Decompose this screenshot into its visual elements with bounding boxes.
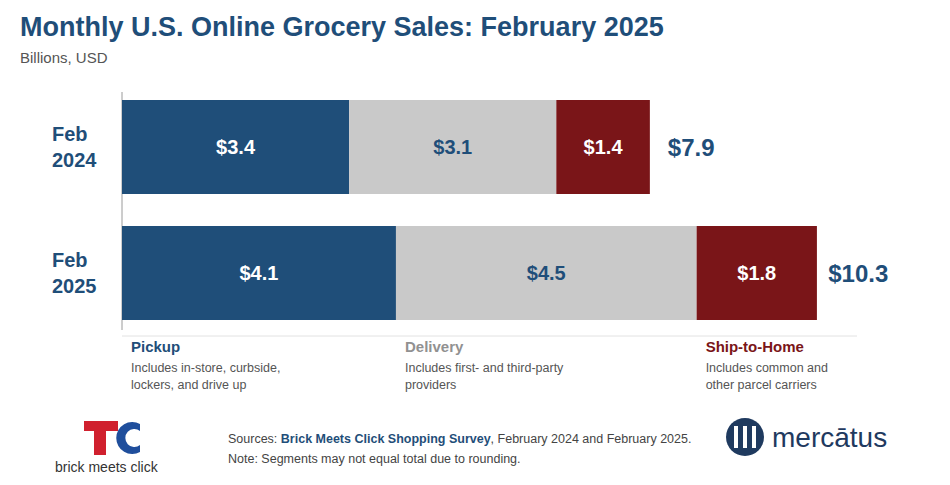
data-label: $3.4 bbox=[216, 136, 256, 158]
total-label: $7.9 bbox=[668, 134, 715, 161]
data-label: $1.4 bbox=[584, 136, 624, 158]
source-part: Sources: bbox=[228, 432, 281, 446]
source-part: Brick Meets Click Shopping Survey bbox=[281, 432, 491, 446]
logo-text: brick meets click bbox=[55, 459, 159, 475]
legend-description-line: Includes first- and third-party bbox=[405, 361, 564, 375]
category-label-line: Feb bbox=[52, 249, 88, 271]
logo-shape bbox=[734, 426, 738, 448]
total-label: $10.3 bbox=[828, 260, 888, 287]
legend-entry: Pickup bbox=[131, 338, 180, 355]
bar-segment bbox=[556, 100, 650, 194]
logo-shape bbox=[84, 421, 118, 431]
legend-description-line: Includes in-store, curbside, bbox=[131, 361, 280, 375]
logo-shape bbox=[116, 422, 140, 454]
legend: Pickup Includes in-store, curbside, locker… bbox=[131, 338, 828, 392]
legend-entry: Ship-to-Home bbox=[706, 338, 804, 355]
value-axis-line bbox=[122, 336, 857, 337]
legend-description-line: other parcel carriers bbox=[706, 378, 817, 392]
bar-segment bbox=[697, 226, 817, 320]
data-label: $3.1 bbox=[433, 136, 472, 158]
logo-shape bbox=[743, 426, 747, 448]
title: Monthly U.S. Online Grocery Sales: Febru… bbox=[20, 12, 664, 42]
legend-description-line: lockers, and drive up bbox=[131, 378, 246, 392]
logo-bmc: brick meets click bbox=[55, 421, 159, 475]
note: Note: Segments may not equal total due t… bbox=[228, 452, 521, 466]
legend-description-line: Includes common and bbox=[706, 361, 828, 375]
logo-shape bbox=[726, 418, 764, 456]
source: Sources: Brick Meets Click Shopping Surv… bbox=[228, 432, 691, 446]
data-label: $1.8 bbox=[737, 262, 776, 284]
bar-segment bbox=[349, 100, 556, 194]
legend-description: Includes in-store, curbside, lockers, and… bbox=[131, 361, 280, 392]
category-label-line: 2024 bbox=[52, 149, 97, 171]
category-label-line: 2025 bbox=[52, 275, 97, 297]
data-label: $4.5 bbox=[527, 262, 566, 284]
page: {"chart_data": {"type": "bar", "orientat… bbox=[0, 0, 950, 485]
source-part: , February 2024 and February 2025. bbox=[491, 432, 692, 446]
labels: Feb 2024 $3.4 $3.1 $1.4 $7.9 Feb 2025 $4.1 $4.5 $1… bbox=[52, 123, 888, 297]
bar-segment bbox=[122, 226, 396, 320]
bar-segment bbox=[396, 226, 697, 320]
chart: Monthly U.S. Online Grocery Sales: Febru… bbox=[0, 0, 950, 485]
subtitle: Billions, USD bbox=[20, 49, 108, 66]
logo-shape bbox=[752, 426, 756, 448]
category-label-line: Feb bbox=[52, 123, 88, 145]
logo-mercatus: mercātus bbox=[726, 418, 887, 456]
legend-description-line: providers bbox=[405, 378, 456, 392]
data-label: $4.1 bbox=[240, 262, 279, 284]
category-label: Feb 2024 bbox=[52, 123, 97, 171]
legend-description: Includes common and other parcel carriers bbox=[706, 361, 828, 392]
legend-description: Includes first- and third-party providers bbox=[405, 361, 564, 392]
logo-text: mercātus bbox=[772, 422, 887, 453]
bar-segment bbox=[122, 100, 349, 194]
bars bbox=[122, 100, 817, 320]
logo-shape bbox=[94, 431, 106, 455]
category-label: Feb 2025 bbox=[52, 249, 97, 297]
legend-entry: Delivery bbox=[405, 338, 464, 355]
